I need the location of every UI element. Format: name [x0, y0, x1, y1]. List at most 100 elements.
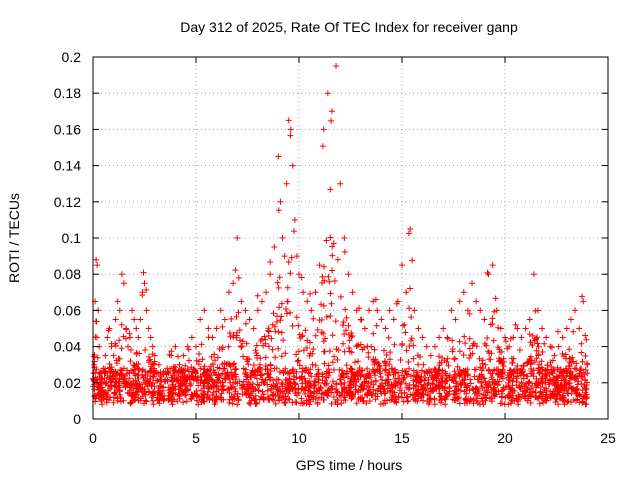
data-point	[141, 280, 148, 287]
data-point	[411, 307, 418, 314]
data-point	[300, 289, 307, 296]
data-point	[419, 334, 426, 341]
data-point	[378, 316, 385, 323]
data-point	[518, 334, 525, 341]
data-point	[209, 334, 216, 341]
data-point	[353, 307, 360, 314]
data-point	[129, 307, 136, 314]
data-point	[139, 289, 146, 296]
data-point	[485, 271, 492, 278]
data-point	[473, 298, 480, 305]
data-point	[547, 343, 554, 350]
data-point	[555, 343, 562, 350]
data-point	[104, 334, 111, 341]
data-point	[120, 280, 127, 287]
data-point	[584, 361, 591, 368]
data-point	[502, 334, 508, 341]
data-point	[94, 262, 101, 269]
data-point	[197, 316, 204, 323]
data-point	[460, 289, 467, 296]
y-tick-label: 0.02	[54, 375, 81, 391]
data-point	[444, 334, 451, 341]
data-point	[205, 325, 212, 332]
data-point	[423, 343, 430, 350]
data-point	[415, 325, 422, 332]
data-point	[291, 216, 298, 223]
data-point	[382, 325, 389, 332]
data-point	[349, 289, 356, 296]
data-point	[452, 316, 459, 323]
data-point	[337, 180, 344, 187]
data-point	[125, 343, 132, 350]
x-tick-label: 5	[192, 430, 200, 446]
data-point	[100, 365, 107, 372]
x-tick-label: 20	[497, 430, 513, 446]
data-point	[201, 307, 208, 314]
data-point	[275, 153, 282, 160]
chart-title: Day 312 of 2025, Rate Of TEC Index for r…	[180, 19, 518, 35]
data-point	[320, 126, 327, 133]
data-point	[180, 352, 187, 359]
data-point	[287, 126, 294, 133]
y-tick-label: 0.2	[62, 49, 82, 65]
data-point	[176, 361, 183, 368]
data-point	[357, 316, 364, 323]
data-point	[116, 307, 123, 314]
data-point	[155, 361, 162, 368]
data-point	[464, 307, 471, 314]
data-point	[143, 307, 150, 314]
data-point	[394, 298, 401, 305]
data-point	[563, 325, 570, 332]
data-point	[279, 235, 286, 241]
x-tick-label: 10	[291, 430, 307, 446]
x-axis-label: GPS time / hours	[296, 457, 403, 473]
y-tick-label: 0.08	[54, 266, 81, 282]
data-point	[277, 198, 284, 205]
data-point	[217, 307, 224, 314]
data-point	[97, 370, 104, 377]
data-point	[184, 343, 191, 350]
data-point	[263, 289, 270, 296]
data-point	[551, 352, 558, 359]
data-point	[293, 253, 300, 260]
data-point	[477, 307, 484, 314]
data-point	[118, 271, 125, 278]
data-point	[514, 325, 521, 332]
data-point	[308, 307, 315, 314]
y-axis-label: ROTI / TECUs	[6, 193, 22, 283]
y-tick-labels: 0 0.02 0.04 0.06 0.08 0.1 0.12 0.14 0.16 0.18 0.2	[54, 49, 81, 427]
data-point	[242, 307, 249, 314]
data-point	[448, 307, 455, 314]
data-point	[213, 325, 220, 332]
data-point	[127, 334, 134, 341]
data-point	[168, 352, 175, 359]
data-point	[283, 180, 290, 187]
data-point	[469, 280, 476, 287]
data-point	[390, 316, 397, 323]
x-tick-label: 25	[600, 430, 616, 446]
data-point	[149, 343, 156, 350]
data-point	[580, 298, 587, 305]
data-point	[341, 235, 348, 241]
data-point	[108, 343, 115, 350]
data-point	[145, 325, 152, 332]
data-point	[510, 334, 517, 341]
data-point	[296, 271, 302, 278]
data-point	[151, 352, 158, 359]
data-point	[304, 298, 311, 305]
data-point	[374, 307, 381, 314]
y-tick-label: 0.16	[54, 121, 81, 137]
data-point	[254, 307, 261, 314]
data-point	[526, 316, 533, 323]
data-point	[238, 298, 245, 305]
grid	[93, 57, 608, 419]
data-point	[164, 365, 171, 372]
data-point	[431, 343, 438, 350]
data-point	[345, 271, 352, 278]
data-point	[172, 343, 179, 350]
data-point-cloud	[90, 117, 591, 408]
data-point	[403, 289, 410, 296]
y-tick-label: 0.1	[62, 230, 82, 246]
data-point	[246, 316, 253, 323]
